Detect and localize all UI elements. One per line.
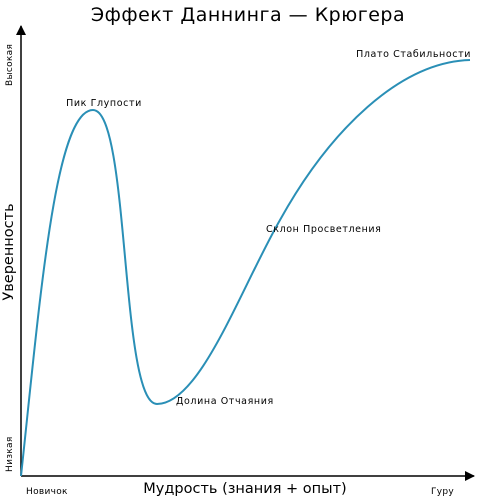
x-tick-start: Новичок (26, 487, 68, 497)
y-axis-title: Уверенность (1, 203, 17, 300)
x-tick-end: Гуру (431, 487, 454, 497)
y-tick-low: Низкая (5, 436, 15, 472)
valley-label: Долина Отчаяния (176, 396, 274, 407)
confidence-curve (20, 59, 471, 477)
y-tick-high: Высокая (5, 44, 15, 86)
diagram-title: Эффект Даннинга — Крюгера (91, 4, 405, 26)
peak-label: Пик Глупости (66, 98, 142, 109)
slope-label: Склон Просветления (266, 224, 382, 235)
plateau-label: Плато Стабильности (356, 49, 471, 60)
x-axis-title: Мудрость (знания + опыт) (143, 481, 346, 497)
